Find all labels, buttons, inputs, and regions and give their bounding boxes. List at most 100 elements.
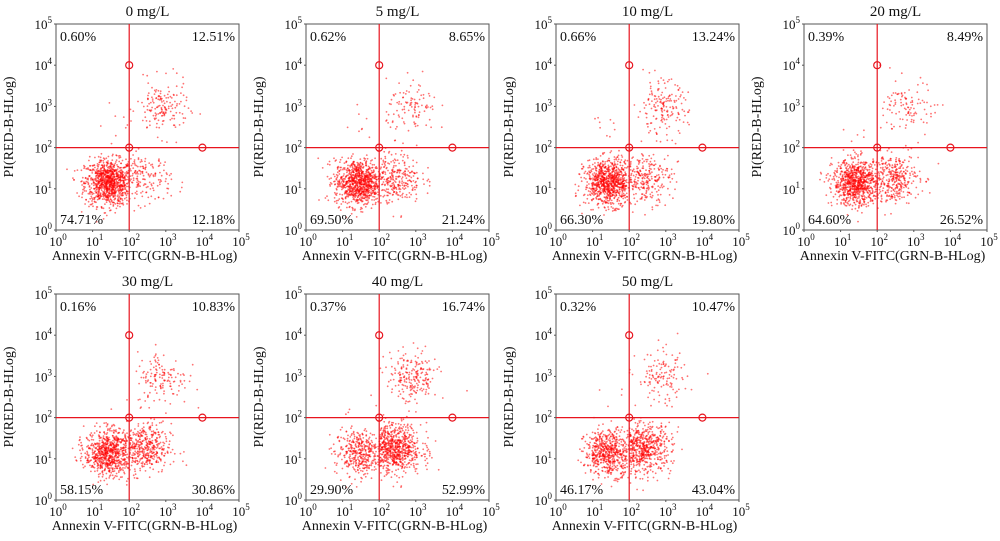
- data-point: [88, 191, 91, 194]
- data-point: [393, 139, 396, 142]
- data-point: [333, 191, 336, 194]
- y-tick-label: 104: [35, 56, 53, 73]
- data-point: [402, 121, 405, 123]
- data-point: [655, 101, 657, 104]
- data-point: [859, 162, 862, 165]
- data-point: [347, 164, 349, 167]
- data-point: [355, 176, 357, 179]
- data-point: [649, 172, 652, 175]
- data-point: [363, 188, 365, 191]
- data-point: [403, 185, 406, 188]
- data-point: [417, 89, 420, 91]
- data-point: [130, 120, 132, 122]
- data-point: [835, 181, 838, 184]
- data-point: [653, 183, 656, 185]
- quadrant-percent-lower-right: 21.24%: [442, 213, 486, 228]
- data-point: [364, 158, 367, 160]
- data-point: [654, 179, 657, 182]
- data-point: [874, 186, 876, 189]
- data-point: [105, 199, 108, 202]
- data-point: [381, 183, 383, 186]
- data-point: [574, 192, 577, 195]
- data-point: [433, 96, 436, 99]
- data-point: [345, 161, 347, 164]
- data-point: [384, 190, 387, 193]
- data-point: [123, 179, 126, 182]
- data-point: [681, 108, 684, 111]
- data-point: [860, 180, 863, 183]
- data-point: [659, 100, 662, 103]
- data-point: [114, 177, 117, 180]
- quadrant-percent-upper-left: 0.60%: [60, 30, 97, 45]
- data-point: [151, 86, 153, 89]
- data-point: [151, 100, 154, 102]
- data-point: [365, 199, 368, 202]
- data-point: [387, 169, 389, 172]
- data-point: [170, 194, 173, 197]
- data-point: [350, 186, 353, 188]
- data-point: [836, 171, 839, 174]
- data-point: [365, 196, 368, 199]
- data-point: [119, 167, 122, 169]
- data-point: [832, 175, 835, 178]
- data-point: [605, 175, 608, 178]
- data-point: [618, 149, 620, 152]
- data-point: [135, 190, 138, 193]
- data-point: [899, 195, 901, 198]
- data-point: [392, 166, 395, 169]
- data-point: [407, 157, 409, 159]
- data-point: [346, 202, 349, 205]
- data-point: [594, 162, 596, 164]
- data-point: [102, 196, 105, 198]
- data-point: [644, 196, 647, 199]
- data-point: [616, 189, 618, 191]
- data-point: [859, 199, 862, 202]
- data-point: [667, 176, 670, 179]
- data-point: [667, 116, 670, 118]
- data-point: [354, 196, 356, 199]
- data-point: [150, 183, 153, 186]
- data-point: [584, 202, 587, 204]
- data-point: [650, 90, 653, 93]
- data-point: [663, 82, 666, 85]
- data-point: [603, 214, 605, 216]
- data-point: [102, 169, 105, 172]
- data-point: [609, 118, 612, 121]
- data-point: [95, 220, 98, 223]
- data-point: [417, 105, 420, 108]
- data-point: [169, 110, 172, 113]
- data-point: [103, 212, 106, 214]
- data-point: [102, 218, 105, 220]
- data-point: [166, 187, 169, 190]
- data-point: [372, 185, 375, 188]
- data-point: [592, 179, 594, 181]
- data-point: [607, 208, 610, 211]
- data-point: [114, 134, 117, 137]
- data-point: [100, 167, 102, 170]
- gate-handle: [125, 143, 134, 152]
- data-point: [415, 193, 418, 196]
- data-point: [178, 111, 181, 114]
- data-point: [425, 124, 428, 127]
- data-point: [674, 142, 677, 145]
- data-point: [611, 177, 614, 180]
- data-point: [393, 164, 395, 167]
- data-point: [358, 173, 361, 176]
- data-point: [637, 179, 639, 182]
- data-point: [396, 101, 399, 104]
- data-point: [156, 136, 159, 139]
- data-point: [855, 187, 858, 190]
- data-point: [636, 200, 639, 203]
- data-point: [114, 211, 117, 214]
- data-point: [664, 87, 667, 89]
- data-point: [87, 168, 90, 171]
- data-point: [132, 110, 135, 112]
- data-point: [639, 174, 642, 177]
- data-point: [105, 171, 107, 173]
- data-point: [182, 76, 184, 79]
- data-point: [355, 170, 358, 173]
- data-point: [343, 192, 346, 195]
- data-point: [662, 79, 665, 81]
- data-point: [347, 192, 350, 195]
- data-point: [339, 209, 342, 212]
